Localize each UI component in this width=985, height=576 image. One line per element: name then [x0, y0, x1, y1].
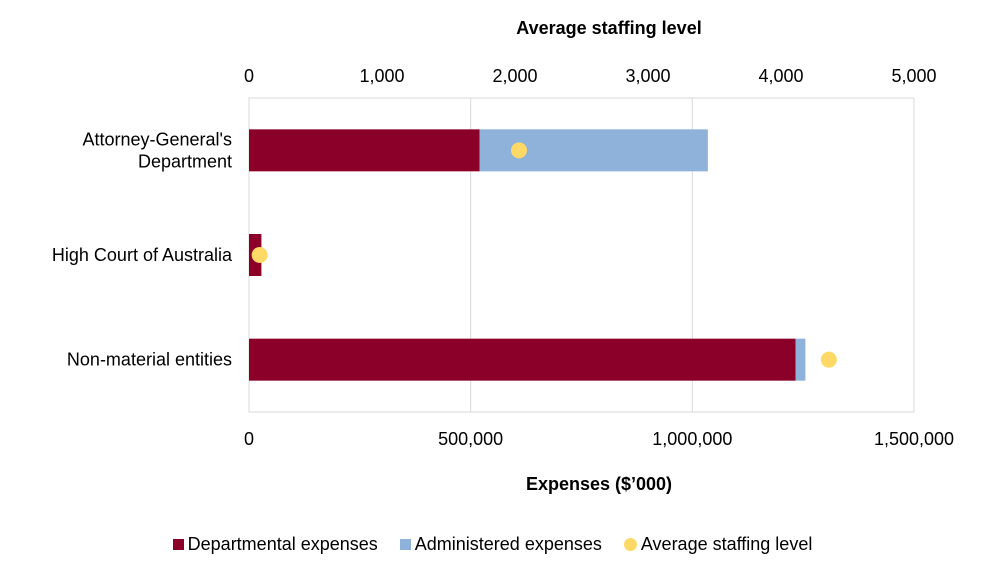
secondary-tick-label: 3,000	[625, 66, 670, 86]
legend: Departmental expenses Administered expen…	[0, 534, 985, 555]
bar-departmental	[249, 338, 796, 381]
category-label: Attorney-General's Department	[82, 129, 232, 171]
legend-label-staffing: Average staffing level	[640, 534, 813, 554]
secondary-tick-label: 4,000	[758, 66, 803, 86]
secondary-axis-title: Average staffing level	[516, 18, 701, 38]
staffing-point	[820, 351, 837, 368]
primary-tick-label: 500,000	[438, 429, 503, 449]
legend-label-departmental: Departmental expenses	[187, 534, 378, 554]
legend-item-administered: Administered expenses	[399, 534, 602, 555]
secondary-ticks: 0 1,000 2,000 3,000 4,000 5,000	[244, 66, 937, 86]
secondary-tick-label: 1,000	[359, 66, 404, 86]
secondary-tick-label: 2,000	[492, 66, 537, 86]
category-label: High Court of Australia	[52, 245, 233, 265]
staffing-point	[510, 142, 527, 159]
legend-item-staffing: Average staffing level	[623, 534, 813, 555]
legend-label-administered: Administered expenses	[414, 534, 602, 554]
secondary-tick-label: 5,000	[891, 66, 936, 86]
primary-tick-label: 1,500,000	[874, 429, 954, 449]
primary-axis-title: Expenses ($’000)	[526, 474, 672, 494]
primary-tick-label: 1,000,000	[652, 429, 732, 449]
category-label: Non-material entities	[67, 350, 232, 370]
primary-tick-label: 0	[244, 429, 254, 449]
primary-ticks: 0 500,000 1,000,000 1,500,000	[244, 429, 954, 449]
legend-item-departmental: Departmental expenses	[172, 534, 378, 555]
bar-departmental	[249, 129, 480, 172]
bar-administered	[795, 338, 806, 381]
staffing-point	[251, 247, 268, 263]
bars	[249, 129, 806, 381]
secondary-tick-label: 0	[244, 66, 254, 86]
legend-swatch-administered	[399, 539, 411, 550]
category-labels: Attorney-General's Department High Court o…	[52, 129, 233, 369]
staffing-markers	[251, 142, 837, 368]
legend-swatch-departmental	[172, 539, 184, 550]
legend-swatch-staffing	[623, 538, 637, 551]
